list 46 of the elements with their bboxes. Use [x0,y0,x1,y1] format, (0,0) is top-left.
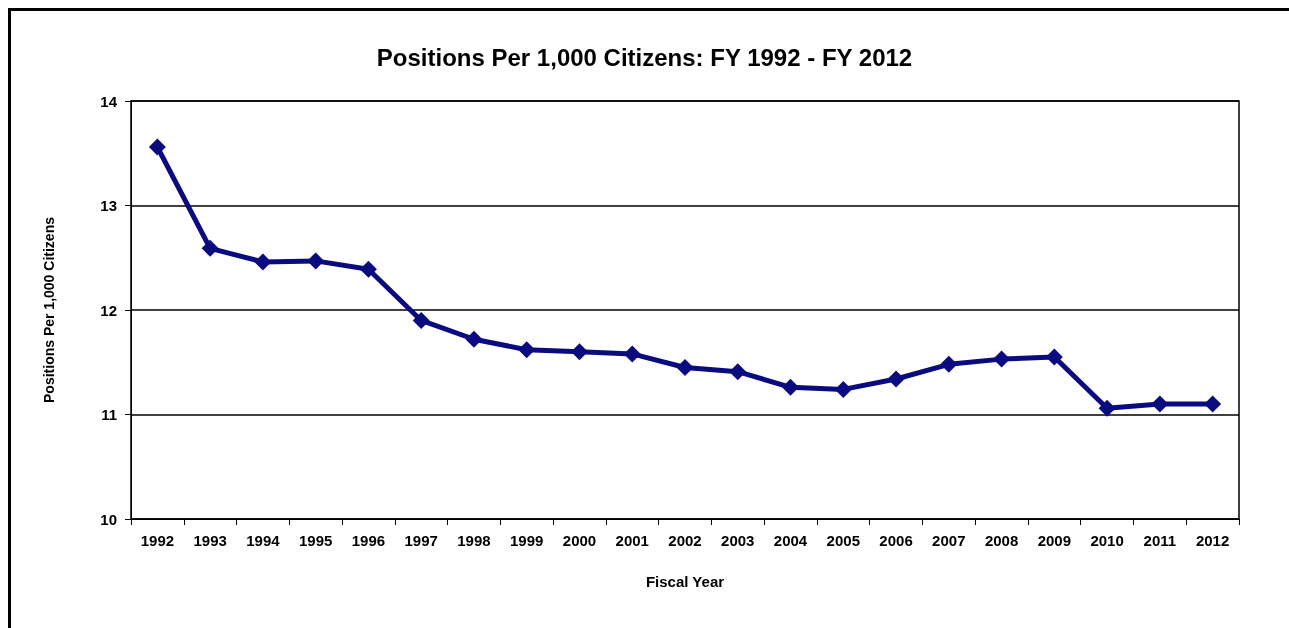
x-tick-label: 2000 [562,532,597,549]
x-tick-label: 2002 [668,532,702,549]
point [623,345,641,363]
x-tick-label: 2001 [615,532,649,549]
x-tick-label: 2012 [1195,532,1230,549]
point [834,380,852,398]
point [412,311,430,329]
y-tick-label: 14 [100,92,118,110]
x-tick-label: 1998 [457,532,491,549]
x-tick-label: 2004 [773,532,808,549]
point [518,341,536,359]
x-tick-label: 2008 [984,532,1019,549]
point [201,239,219,257]
point [359,260,377,278]
x-tick-label: 2003 [721,532,755,549]
y-tick-label: 12 [100,301,117,319]
x-tick-label: 1999 [510,532,544,549]
point [887,370,905,388]
x-tick-label: 2010 [1090,532,1124,549]
x-tick-label: 2006 [879,532,913,549]
point [1204,395,1222,413]
point [254,253,272,271]
point [465,330,483,348]
x-tick-label: 1996 [351,532,386,549]
x-axis-title: Fiscal Year [645,573,725,590]
x-tick-label: 1992 [140,532,175,549]
x-tick-label: 2005 [826,532,860,549]
point [148,138,166,156]
x-tick-label: 2009 [1037,532,1072,549]
y-tick-label: 11 [101,406,117,423]
chart-title: Positions Per 1,000 Citizens: FY 1992 - FY 2012 [376,43,913,71]
point [307,252,325,270]
x-tick-label: 1994 [246,532,281,549]
point [1098,399,1116,417]
y-axis-title: Positions Per 1,000 Citizens [41,216,57,403]
point [940,355,958,373]
x-tick-label: 1993 [193,532,227,549]
y-tick-label: 13 [100,197,117,214]
x-tick-label: 2011 [1143,532,1177,549]
y-tick-label: 10 [100,510,117,528]
x-tick-label: 1997 [404,532,438,549]
x-tick-label: 1995 [298,532,333,549]
point [676,358,694,376]
point [729,363,747,381]
point [1151,395,1169,413]
x-tick-label: 2007 [932,532,966,549]
